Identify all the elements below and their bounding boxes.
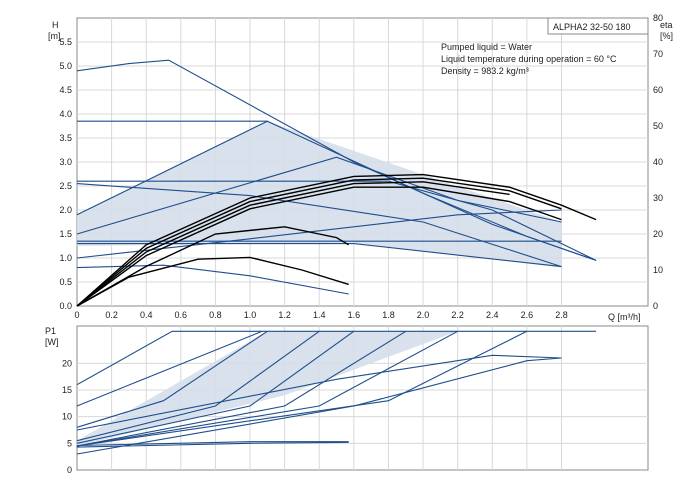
y2-tick-label: 0	[653, 301, 658, 311]
head-curve	[76, 120, 268, 216]
y-tick-label: 2.5	[59, 181, 72, 191]
x-tick-label: 1.2	[278, 310, 291, 320]
x-tick-label: 2.0	[417, 310, 430, 320]
x-tick-label: 0.8	[209, 310, 222, 320]
y-tick-label: 3.5	[59, 133, 72, 143]
power-plot-frame	[76, 325, 649, 471]
power-curve	[76, 330, 407, 447]
x-tick-label: 1.4	[313, 310, 326, 320]
y-tick-label: 4.0	[59, 109, 72, 119]
x-tick-label: 0	[74, 310, 79, 320]
power-y-axis-label-line2: [W]	[45, 337, 59, 347]
model-label: ALPHA2 32-50 180	[553, 22, 631, 32]
y2-axis-label-line1: eta	[660, 20, 673, 30]
power-shaded-band	[77, 331, 458, 446]
power-curve	[76, 357, 562, 455]
x-tick-label: 1.6	[348, 310, 361, 320]
efficiency-curve	[76, 226, 350, 307]
model-label-box	[547, 17, 649, 35]
head-panel: 0 0.2 0.4 0.6 0.8 1.0 1.2 1.4 1.6 1.8 2.0 2.2 2.4 2.6…	[48, 13, 673, 322]
y2-tick-label: 70	[653, 49, 663, 59]
power-curve	[76, 330, 263, 407]
y-tick-label: 4.5	[59, 85, 72, 95]
y-axis-label-line1: H	[52, 20, 59, 30]
efficiency-curve	[76, 186, 562, 307]
power-curves	[76, 330, 597, 455]
y-tick-label: 5.0	[59, 61, 72, 71]
y-axis-label-line2: [m]	[48, 31, 61, 41]
note-density: Density = 983.2 kg/m³	[441, 66, 529, 76]
power-curve	[76, 441, 349, 448]
power-y-tick-label: 10	[62, 412, 72, 422]
y2-tick-label: 80	[653, 13, 663, 23]
y2-axis-label-line2: [%]	[660, 31, 673, 41]
y-tick-label: 0.5	[59, 277, 72, 287]
y2-tick-label: 20	[653, 229, 663, 239]
efficiency-curve	[76, 173, 597, 307]
y2-tick-label: 50	[653, 121, 663, 131]
y2-tick-label: 60	[653, 85, 663, 95]
power-curve	[76, 330, 320, 442]
head-curve	[77, 120, 597, 261]
y2-tick-label: 40	[653, 157, 663, 167]
x-tick-label: 0.2	[105, 310, 118, 320]
power-curve	[76, 330, 355, 444]
y2-tick-label: 10	[653, 265, 663, 275]
power-curve	[76, 330, 597, 386]
x-axis-label: Q [m³/h]	[608, 312, 641, 322]
y-tick-label: 2.0	[59, 205, 72, 215]
power-y-axis-label-line1: P1	[45, 326, 56, 336]
efficiency-curve	[76, 177, 562, 307]
y-tick-label: 3.0	[59, 157, 72, 167]
y2-tick-label: 30	[653, 193, 663, 203]
head-curve	[77, 180, 597, 261]
y-tick-label: 1.0	[59, 253, 72, 263]
note-pumped-liquid: Pumped liquid = Water	[441, 42, 532, 52]
x-tick-label: 0.4	[140, 310, 153, 320]
head-curve	[76, 183, 562, 268]
head-tick-labels: 0 0.2 0.4 0.6 0.8 1.0 1.2 1.4 1.6 1.8 2.0 2.2 2.4 2.6…	[59, 13, 663, 320]
note-liquid-temperature: Liquid temperature during operation = 60…	[441, 54, 617, 64]
x-tick-label: 1.0	[244, 310, 257, 320]
x-tick-label: 2.2	[451, 310, 464, 320]
power-curve	[76, 330, 268, 428]
power-curve	[76, 354, 562, 431]
power-curve	[76, 330, 528, 447]
head-curve	[76, 264, 349, 295]
x-tick-label: 2.6	[521, 310, 534, 320]
power-y-tick-label: 15	[62, 385, 72, 395]
x-tick-label: 1.8	[382, 310, 395, 320]
power-curve	[76, 330, 458, 447]
x-tick-label: 2.8	[555, 310, 568, 320]
y-tick-label: 1.5	[59, 229, 72, 239]
efficiency-curve	[76, 181, 510, 307]
x-tick-label: 0.6	[175, 310, 188, 320]
y-tick-label: 5.5	[59, 37, 72, 47]
power-tick-labels: 0 5 10 15 20	[62, 358, 72, 475]
x-tick-label: 2.4	[486, 310, 499, 320]
power-panel: 0 5 10 15 20 P1 [W]	[45, 325, 649, 475]
power-y-tick-label: 20	[62, 358, 72, 368]
head-curve	[77, 243, 562, 268]
power-curve	[76, 441, 349, 447]
power-y-tick-label: 0	[67, 465, 72, 475]
power-y-tick-label: 5	[67, 438, 72, 448]
head-curves	[76, 59, 597, 307]
head-curve	[76, 59, 597, 261]
y-tick-label: 0.0	[59, 301, 72, 311]
